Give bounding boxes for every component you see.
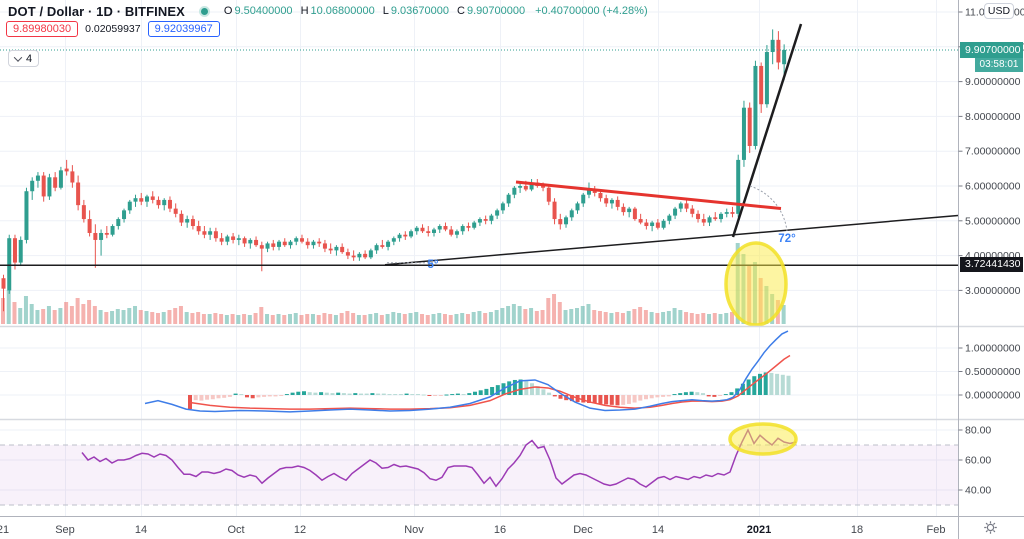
bid-price-button[interactable]: 9.89980030 (6, 21, 79, 37)
svg-text:16: 16 (494, 524, 506, 536)
high-value: 10.06800000 (310, 5, 375, 17)
svg-text:18: 18 (851, 524, 863, 536)
high-label: H (300, 5, 309, 17)
svg-text:Feb: Feb (927, 524, 946, 536)
low-value: 9.03670000 (390, 5, 449, 17)
close-value: 9.90700000 (466, 5, 526, 17)
indicators-count: 4 (26, 52, 33, 65)
svg-text:72°: 72° (778, 233, 796, 245)
indicators-collapse-chip[interactable]: 4 (8, 50, 40, 67)
close-label: C (457, 5, 465, 17)
svg-text:0.00000000: 0.00000000 (965, 390, 1021, 402)
svg-text:14: 14 (652, 524, 664, 536)
bid-ask-row: 9.89980030 0.02059937 9.92039967 (6, 21, 220, 37)
svg-text:Nov: Nov (404, 524, 424, 536)
svg-text:21: 21 (0, 524, 9, 536)
change-value: +0.40700000 (+4.28%) (535, 5, 648, 17)
svg-text:2021: 2021 (747, 524, 771, 536)
svg-text:Dec: Dec (573, 524, 593, 536)
svg-text:7.00000000: 7.00000000 (965, 146, 1021, 158)
svg-text:40.00: 40.00 (965, 485, 991, 497)
svg-text:12: 12 (294, 524, 306, 536)
chevron-down-icon (13, 52, 23, 62)
open-value: 9.50400000 (234, 5, 293, 17)
svg-text:14: 14 (135, 524, 147, 536)
current-price-badge: 9.90700000 (960, 42, 1023, 58)
svg-text:8.00000000: 8.00000000 (965, 111, 1021, 123)
svg-text:5°: 5° (428, 259, 439, 271)
candle-countdown-badge: 03:58:01 (975, 58, 1023, 72)
horizontal-line-price-badge: 3.72441430 (960, 257, 1023, 272)
ask-price-button[interactable]: 9.92039967 (147, 21, 220, 37)
svg-text:6.00000000: 6.00000000 (965, 181, 1021, 193)
open-label: O (223, 5, 233, 17)
svg-text:1.00000000: 1.00000000 (965, 343, 1021, 355)
svg-text:0.50000000: 0.50000000 (965, 366, 1021, 378)
market-status-icon[interactable] (198, 5, 210, 17)
spread-value: 0.02059937 (85, 23, 141, 35)
svg-text:80.00: 80.00 (965, 425, 991, 437)
currency-toggle-button[interactable]: USD (984, 3, 1014, 19)
svg-text:5.00000000: 5.00000000 (965, 215, 1021, 227)
chart-legend: DOT / Dollar · 1D · BITFINEX O 9.5040000… (8, 3, 648, 19)
svg-text:60.00: 60.00 (965, 455, 991, 467)
time-axis-settings-button[interactable] (980, 518, 1000, 537)
svg-text:3.00000000: 3.00000000 (965, 285, 1021, 297)
gear-icon (983, 521, 997, 534)
symbol-title[interactable]: DOT / Dollar · 1D · BITFINEX (8, 3, 185, 19)
svg-text:Oct: Oct (227, 524, 244, 536)
svg-text:Sep: Sep (55, 524, 75, 536)
ohlc-values: O 9.50400000 H 10.06800000 L 9.03670000 … (224, 5, 648, 17)
svg-text:9.00000000: 9.00000000 (965, 76, 1021, 88)
low-label: L (382, 5, 389, 17)
